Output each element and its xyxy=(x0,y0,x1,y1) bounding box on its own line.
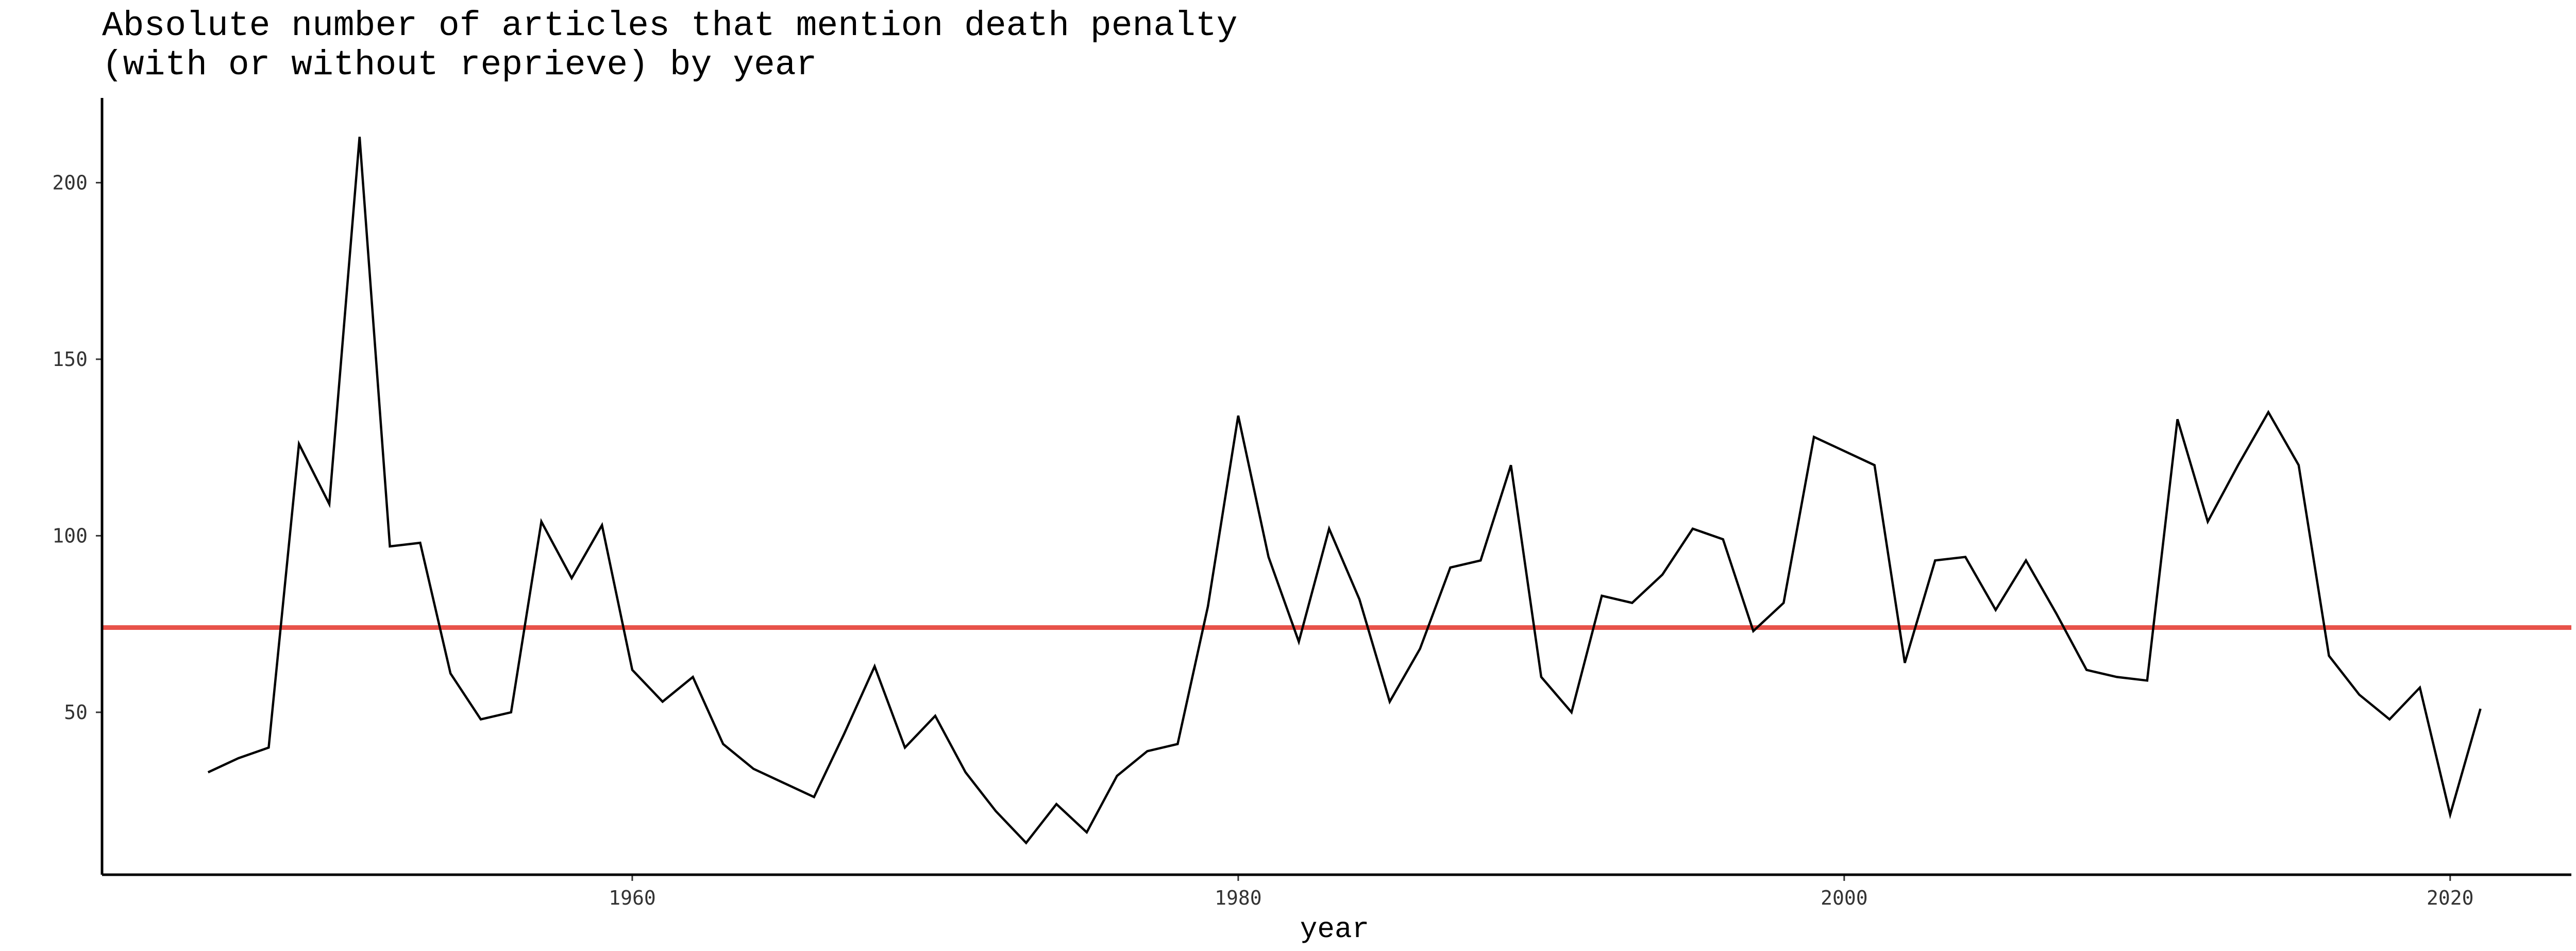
data-point xyxy=(1631,602,1633,604)
data-point xyxy=(1116,775,1118,777)
data-point xyxy=(1510,464,1512,466)
data-point xyxy=(2419,687,2421,689)
data-point xyxy=(1147,750,1149,752)
data-point xyxy=(2480,708,2482,710)
data-point xyxy=(1176,743,1178,745)
data-point xyxy=(1995,609,1997,611)
data-point xyxy=(1419,648,1421,650)
data-point xyxy=(1237,415,1239,417)
data-point xyxy=(1843,450,1845,452)
data-point xyxy=(1964,556,1966,558)
data-point xyxy=(2298,464,2300,466)
data-point xyxy=(2207,521,2209,523)
x-axis-title: year xyxy=(1300,913,1369,946)
data-point xyxy=(2177,418,2179,420)
data-point xyxy=(1389,700,1391,703)
plot-area: 50 100 150 200 1960 1980 2000 2020 xyxy=(52,98,2571,909)
data-point xyxy=(389,545,391,547)
data-point xyxy=(1298,641,1300,643)
data-point xyxy=(1086,831,1088,833)
data-point xyxy=(1904,662,1906,664)
data-point xyxy=(1207,605,1209,607)
chart-title-line-2: (with or without reprieve) by year xyxy=(102,45,817,85)
data-point xyxy=(2237,464,2239,466)
data-point xyxy=(601,524,603,526)
data-point xyxy=(1479,559,1481,561)
series-line xyxy=(207,137,2482,845)
data-point xyxy=(267,746,270,748)
data-point xyxy=(1571,711,1573,713)
data-point xyxy=(1025,842,1027,844)
data-point xyxy=(722,743,724,745)
data-point xyxy=(2025,559,2027,561)
data-point xyxy=(2267,411,2269,413)
x-axis-ticks: 1960 1980 2000 2020 xyxy=(609,875,2474,909)
data-point xyxy=(238,757,240,759)
data-point xyxy=(2146,679,2148,681)
data-point xyxy=(965,771,967,773)
data-point xyxy=(1540,676,1542,678)
data-point xyxy=(1782,602,1784,604)
data-point xyxy=(1661,574,1663,576)
data-point xyxy=(844,732,846,735)
y-tick-label: 100 xyxy=(52,524,88,547)
x-tick-label: 1980 xyxy=(1215,887,1262,909)
data-point xyxy=(1692,528,1694,530)
x-tick-label: 2000 xyxy=(1821,887,1868,909)
data-point xyxy=(2358,694,2360,696)
x-tick-label: 1960 xyxy=(609,887,656,909)
data-point xyxy=(934,715,936,717)
data-point xyxy=(449,673,451,675)
data-point xyxy=(207,771,209,773)
data-point xyxy=(1449,566,1451,569)
data-point xyxy=(1358,598,1360,600)
data-point xyxy=(631,669,633,671)
data-points xyxy=(207,136,2482,844)
data-point xyxy=(541,521,543,523)
data-point xyxy=(328,503,330,505)
data-point xyxy=(510,711,512,713)
x-tick-label: 2020 xyxy=(2427,887,2474,909)
data-point xyxy=(783,782,785,784)
data-point xyxy=(1752,630,1754,632)
y-tick-label: 50 xyxy=(64,701,88,724)
data-point xyxy=(1328,528,1330,530)
data-point xyxy=(813,796,815,798)
data-point xyxy=(419,542,421,544)
data-point xyxy=(298,443,300,445)
y-axis-ticks: 50 100 150 200 xyxy=(52,171,102,724)
data-point xyxy=(359,136,361,138)
data-point xyxy=(570,577,573,579)
data-point xyxy=(2055,612,2057,614)
data-point xyxy=(662,700,664,703)
data-point xyxy=(1601,595,1603,597)
data-point xyxy=(1268,556,1270,558)
data-point xyxy=(2449,814,2451,816)
data-point xyxy=(2328,655,2330,657)
y-tick-label: 150 xyxy=(52,348,88,371)
data-point xyxy=(1813,436,1815,438)
y-tick-label: 200 xyxy=(52,171,88,194)
data-point xyxy=(1934,559,1936,561)
data-point xyxy=(2116,676,2118,678)
data-point xyxy=(480,719,482,721)
data-point xyxy=(692,676,694,678)
data-point xyxy=(995,810,997,812)
data-point xyxy=(873,665,875,668)
data-point xyxy=(1722,538,1724,540)
data-point xyxy=(904,746,906,748)
data-point xyxy=(1055,803,1057,805)
chart-title-line-1: Absolute number of articles that mention… xyxy=(102,6,1238,46)
data-point xyxy=(2085,669,2087,671)
data-point xyxy=(752,768,754,770)
data-point xyxy=(1874,464,1876,466)
data-point xyxy=(2388,719,2390,721)
